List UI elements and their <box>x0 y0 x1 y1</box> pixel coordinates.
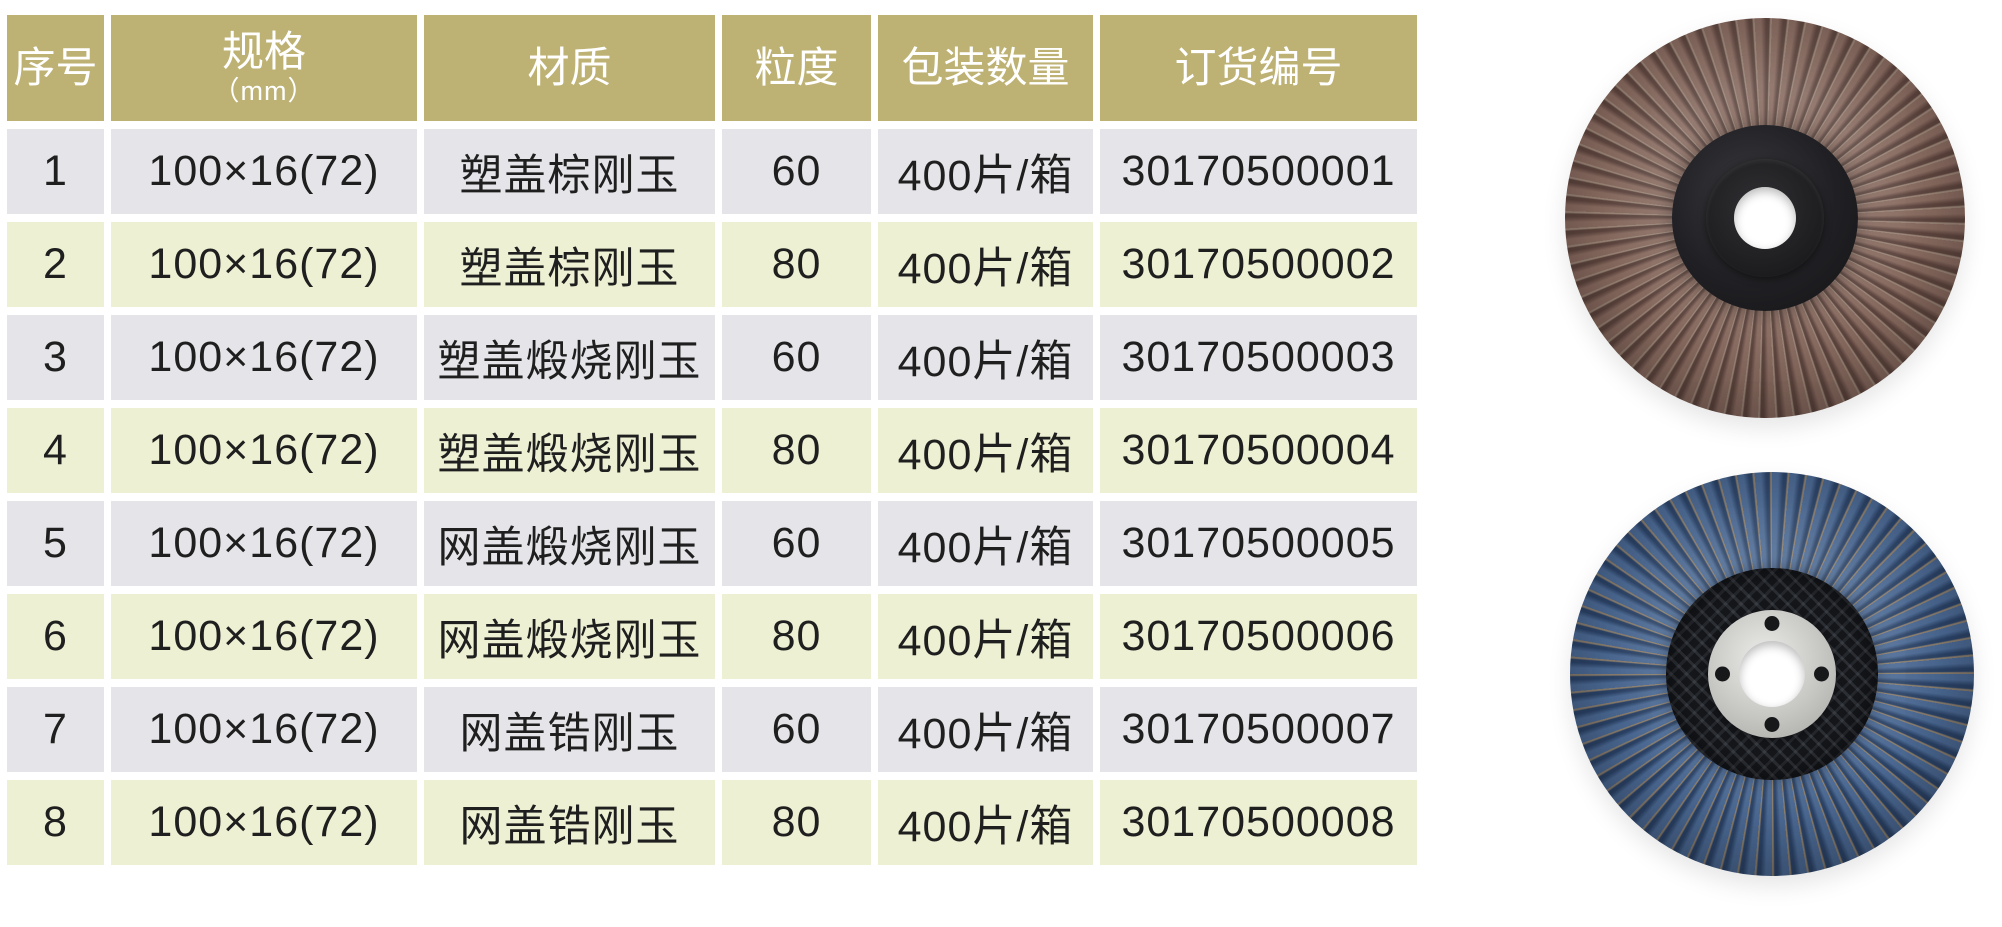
table-row: 1 100×16(72) 塑盖棕刚玉 60 400片/箱 30170500001 <box>7 129 1417 214</box>
cell-material: 塑盖棕刚玉 <box>424 222 715 307</box>
cell-grit: 80 <box>722 408 871 493</box>
cell-order-no: 30170500004 <box>1100 408 1417 493</box>
bolt-hole <box>1814 666 1829 682</box>
cell-packing: 400片/箱 <box>878 408 1093 493</box>
cell-material: 塑盖煅烧刚玉 <box>424 315 715 400</box>
cell-index: 5 <box>7 501 104 586</box>
cell-packing: 400片/箱 <box>878 222 1093 307</box>
cell-material: 网盖煅烧刚玉 <box>424 594 715 679</box>
table-row: 7 100×16(72) 网盖锆刚玉 60 400片/箱 30170500007 <box>7 687 1417 772</box>
product-table-header: 序号 规格 （mm） 材质 粒度 包装数量 订货编号 <box>7 15 1417 121</box>
cell-index: 7 <box>7 687 104 772</box>
cell-grit: 80 <box>722 780 871 865</box>
cell-spec: 100×16(72) <box>111 222 417 307</box>
cell-packing: 400片/箱 <box>878 687 1093 772</box>
cell-order-no: 30170500007 <box>1100 687 1417 772</box>
cell-spec: 100×16(72) <box>111 780 417 865</box>
cell-grit: 80 <box>722 222 871 307</box>
column-header-material: 材质 <box>424 15 715 121</box>
table-row: 3 100×16(72) 塑盖煅烧刚玉 60 400片/箱 3017050000… <box>7 315 1417 400</box>
cell-packing: 400片/箱 <box>878 780 1093 865</box>
product-table: 序号 规格 （mm） 材质 粒度 包装数量 订货编号 1 100×16(72) 塑… <box>0 7 1424 873</box>
cell-order-no: 30170500002 <box>1100 222 1417 307</box>
cell-spec: 100×16(72) <box>111 129 417 214</box>
brown-flap-disc-photo: F3 <box>1565 18 1965 418</box>
cell-order-no: 30170500005 <box>1100 501 1417 586</box>
cell-material: 网盖煅烧刚玉 <box>424 501 715 586</box>
cell-index: 4 <box>7 408 104 493</box>
cell-order-no: 30170500001 <box>1100 129 1417 214</box>
cell-grit: 60 <box>722 687 871 772</box>
cell-index: 1 <box>7 129 104 214</box>
cell-material: 塑盖煅烧刚玉 <box>424 408 715 493</box>
bolt-hole <box>1715 666 1730 682</box>
cell-grit: 60 <box>722 129 871 214</box>
cell-spec: 100×16(72) <box>111 501 417 586</box>
table-row: 6 100×16(72) 网盖煅烧刚玉 80 400片/箱 3017050000… <box>7 594 1417 679</box>
column-header-packing: 包装数量 <box>878 15 1093 121</box>
cell-packing: 400片/箱 <box>878 129 1093 214</box>
table-row: 2 100×16(72) 塑盖棕刚玉 80 400片/箱 30170500002 <box>7 222 1417 307</box>
plastic-hub: F3 <box>1672 125 1858 311</box>
column-header-order-no: 订货编号 <box>1100 15 1417 121</box>
table-row: 8 100×16(72) 网盖锆刚玉 80 400片/箱 30170500008 <box>7 780 1417 865</box>
cell-spec: 100×16(72) <box>111 315 417 400</box>
column-header-spec-label: 规格 <box>221 28 306 76</box>
cell-packing: 400片/箱 <box>878 315 1093 400</box>
column-header-spec: 规格 （mm） <box>111 15 417 121</box>
column-header-spec-unit: （mm） <box>212 76 316 107</box>
cell-material: 网盖锆刚玉 <box>424 780 715 865</box>
table-row: 5 100×16(72) 网盖煅烧刚玉 60 400片/箱 3017050000… <box>7 501 1417 586</box>
cell-order-no: 30170500008 <box>1100 780 1417 865</box>
cell-index: 2 <box>7 222 104 307</box>
column-header-grit: 粒度 <box>722 15 871 121</box>
column-header-index: 序号 <box>7 15 104 121</box>
cell-grit: 60 <box>722 315 871 400</box>
cell-index: 3 <box>7 315 104 400</box>
arbor-hole <box>1739 641 1805 707</box>
cell-packing: 400片/箱 <box>878 501 1093 586</box>
blue-flap-disc-photo <box>1570 472 1974 876</box>
table-row: 4 100×16(72) 塑盖煅烧刚玉 80 400片/箱 3017050000… <box>7 408 1417 493</box>
cell-spec: 100×16(72) <box>111 408 417 493</box>
cell-index: 8 <box>7 780 104 865</box>
bolt-hole <box>1764 616 1780 631</box>
cell-grit: 80 <box>722 594 871 679</box>
cell-grit: 60 <box>722 501 871 586</box>
bolt-hole <box>1764 717 1780 732</box>
header-row: 序号 规格 （mm） 材质 粒度 包装数量 订货编号 <box>7 15 1417 121</box>
cell-index: 6 <box>7 594 104 679</box>
product-table-body: 1 100×16(72) 塑盖棕刚玉 60 400片/箱 30170500001… <box>7 129 1417 865</box>
cell-spec: 100×16(72) <box>111 687 417 772</box>
cell-packing: 400片/箱 <box>878 594 1093 679</box>
cell-material: 网盖锆刚玉 <box>424 687 715 772</box>
cell-material: 塑盖棕刚玉 <box>424 129 715 214</box>
cell-order-no: 30170500003 <box>1100 315 1417 400</box>
cell-spec: 100×16(72) <box>111 594 417 679</box>
arbor-hole <box>1734 187 1796 249</box>
cell-order-no: 30170500006 <box>1100 594 1417 679</box>
